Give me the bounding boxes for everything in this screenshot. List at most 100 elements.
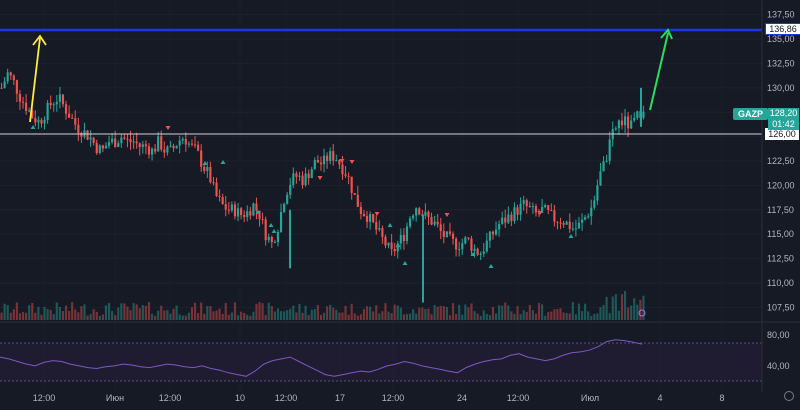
candle-body: [37, 119, 40, 123]
signal-marker: [444, 213, 450, 217]
volume-bar: [34, 312, 37, 320]
candle-body: [541, 207, 544, 213]
candle-body: [362, 214, 366, 217]
signal-marker: [470, 252, 476, 256]
candle-body: [40, 119, 43, 124]
candle-body: [203, 166, 206, 171]
volume-bar: [28, 305, 31, 320]
volume-bar: [504, 302, 507, 320]
volume-bar: [393, 304, 396, 320]
candle-body: [104, 145, 108, 149]
volume-bar: [273, 311, 276, 320]
candle-body: [430, 216, 433, 225]
rsi-line: [0, 339, 643, 377]
volume-bar: [193, 302, 197, 320]
volume-bar: [590, 315, 593, 320]
volume-bar: [178, 314, 181, 320]
price-axis[interactable]: 137,50135,00132,50130,00127,50125,00122,…: [767, 10, 795, 313]
candle-body: [614, 128, 617, 130]
volume-bar: [43, 306, 46, 320]
volume-bar: [627, 307, 630, 320]
price-tick: 107,50: [767, 302, 795, 312]
candle-body: [246, 211, 249, 218]
volume-bar: [233, 302, 237, 320]
volume-bar: [350, 303, 353, 320]
candle-body: [304, 173, 307, 186]
volume-bar: [467, 307, 470, 320]
candle-body: [49, 102, 52, 106]
candle-body: [52, 104, 55, 106]
price-tick: 112,50: [767, 254, 794, 264]
volume-bar: [476, 313, 479, 320]
yellow-arrow[interactable]: [29, 34, 47, 123]
volume-bar: [21, 312, 25, 320]
time-tick: 4: [657, 393, 662, 403]
candle-body: [86, 130, 89, 140]
volume-bar: [488, 315, 491, 320]
volume-bar: [470, 303, 473, 320]
candle-body: [501, 217, 504, 224]
candle-body: [627, 116, 630, 129]
candle-body: [107, 142, 111, 146]
candle-body: [332, 151, 335, 161]
volume-bar: [138, 308, 141, 320]
volume-bar: [513, 313, 516, 320]
candle-body: [553, 210, 556, 222]
candle-body: [556, 221, 559, 223]
signal-marker: [220, 160, 226, 164]
candle-body: [375, 222, 378, 230]
volume-bar: [313, 309, 316, 320]
time-axis[interactable]: 12:00 Июн 12:00 10 12:00 17 12:00 24 12:00 Июл 4 8: [33, 393, 725, 403]
candle-body: [415, 208, 418, 216]
candle-body: [608, 139, 611, 161]
volume-bar: [221, 314, 224, 320]
candle-body: [399, 235, 402, 244]
volume-bar: [264, 315, 267, 320]
volume-bar: [157, 310, 160, 320]
candle-body: [209, 166, 212, 183]
volume-bar: [114, 315, 117, 320]
candle-body: [461, 243, 464, 250]
signal-marker: [165, 126, 171, 130]
candle-body: [286, 194, 289, 204]
candle-body: [402, 235, 405, 242]
volume-bar: [163, 310, 166, 320]
candle-body: [77, 124, 80, 133]
volume-bar: [230, 312, 233, 320]
candle-body: [590, 207, 593, 217]
rsi-pane[interactable]: [0, 339, 762, 382]
volume-bar: [249, 315, 252, 320]
volume-bar: [120, 303, 123, 320]
candle-body: [445, 231, 448, 237]
volume-bar: [451, 303, 455, 320]
level-label-support: 126,00: [765, 128, 799, 140]
candle-body: [258, 210, 261, 220]
candle-body: [21, 101, 25, 103]
volume-bar: [89, 313, 92, 320]
volume-bar: [68, 310, 71, 320]
settings-icon[interactable]: [784, 391, 794, 401]
grid: [0, 0, 762, 392]
candle-body: [74, 118, 77, 125]
candle-body: [206, 166, 209, 171]
time-tick: 8: [719, 393, 724, 403]
volume-bar: [258, 302, 261, 320]
candle-body: [491, 231, 495, 235]
volume-bar: [58, 307, 61, 320]
volume-bar: [203, 313, 206, 320]
volume-bar: [553, 309, 556, 320]
candle-body: [442, 231, 445, 237]
candle-body: [565, 221, 568, 225]
volume-bar: [633, 298, 636, 320]
volume-bar: [240, 311, 243, 320]
green-arrow[interactable]: [649, 28, 673, 111]
candle-body: [249, 211, 252, 216]
candle-body: [451, 233, 455, 239]
volume-bar: [455, 314, 458, 320]
candle-body: [498, 223, 501, 230]
signal-marker: [268, 223, 274, 227]
volume-bar: [571, 302, 574, 320]
candle-body: [596, 185, 599, 201]
